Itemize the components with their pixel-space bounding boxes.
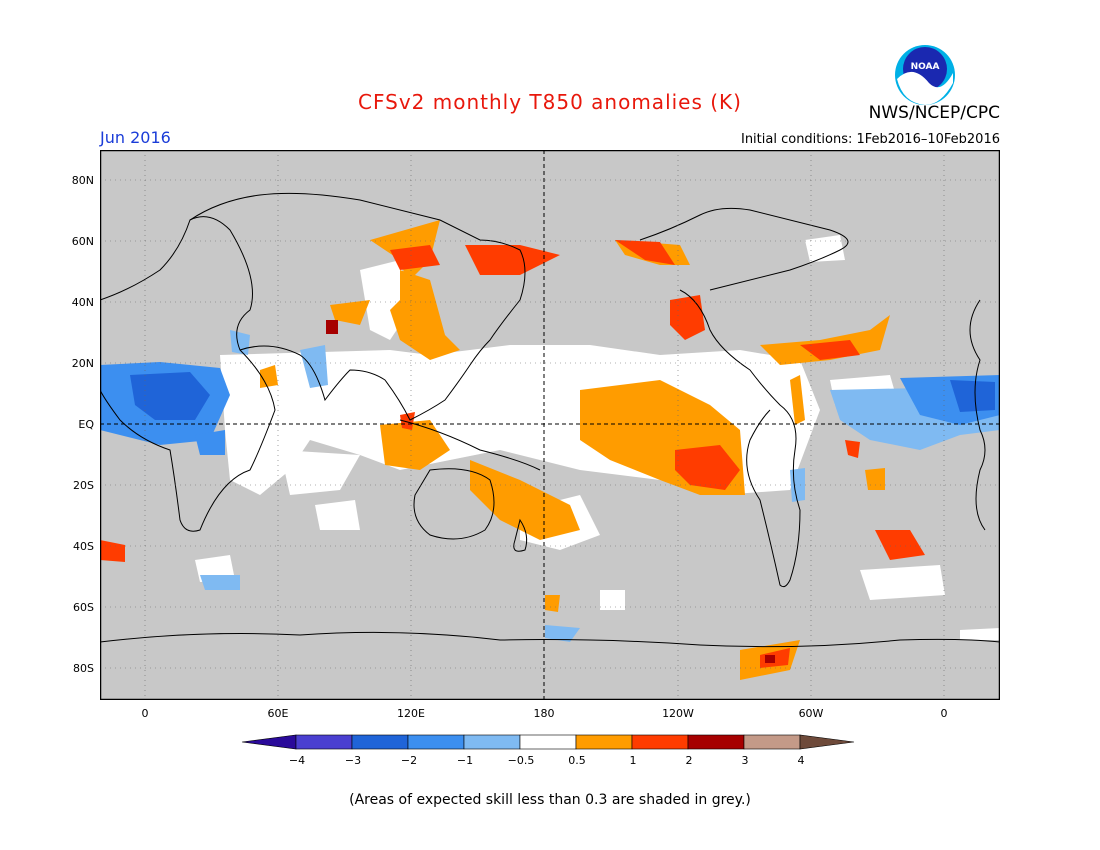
- lat-label: 60N: [71, 235, 94, 248]
- colorbar-label: 1: [629, 754, 637, 767]
- colorbar-cell: [687, 734, 745, 750]
- colorbar-label: 2: [685, 754, 693, 767]
- lat-label: 20S: [73, 479, 94, 492]
- initial-conditions: Initial conditions: 1Feb2016–10Feb2016: [740, 132, 1000, 147]
- map-frame: [100, 150, 1000, 700]
- colorbar-low-triangle: [241, 734, 297, 750]
- lon-label: 120E: [397, 707, 425, 720]
- anomaly-map: [100, 150, 1000, 700]
- colorbar-label: −4: [288, 754, 306, 767]
- colorbar-cell: [575, 734, 633, 750]
- colorbar-label: 0.5: [568, 754, 586, 767]
- colorbar: [241, 734, 855, 750]
- colorbar-cell: [463, 734, 521, 750]
- lon-label: 0: [141, 707, 149, 720]
- colorbar-cell: [351, 734, 409, 750]
- graticule: [100, 150, 1000, 700]
- svg-text:NOAA: NOAA: [911, 62, 940, 72]
- lat-label: 80S: [73, 662, 94, 675]
- colorbar-label: −1: [456, 754, 474, 767]
- forecast-month: Jun 2016: [100, 128, 171, 147]
- colorbar-label: −0.5: [507, 754, 535, 767]
- colorbar-cell: [407, 734, 465, 750]
- colorbar-cell: [631, 734, 689, 750]
- lon-label: 0: [940, 707, 948, 720]
- map-title: CFSv2 monthly T850 anomalies (K): [358, 90, 742, 114]
- coastlines: [100, 192, 1000, 648]
- lon-label: 60E: [267, 707, 289, 720]
- lat-label: 60S: [73, 601, 94, 614]
- colorbar-cell: [743, 734, 801, 750]
- lon-label: 180: [533, 707, 555, 720]
- very-strong-positive-anomaly-regions: [326, 320, 775, 663]
- lat-label: 40S: [73, 540, 94, 553]
- lon-label: 60W: [798, 707, 824, 720]
- colorbar-label: 4: [797, 754, 805, 767]
- colorbar-cell: [295, 734, 353, 750]
- colorbar-label: −3: [344, 754, 362, 767]
- lat-label: 80N: [71, 174, 94, 187]
- colorbar-label: 3: [741, 754, 749, 767]
- colorbar-cell: [519, 734, 577, 750]
- strong-positive-anomaly-regions: [100, 240, 925, 668]
- lat-label: 20N: [71, 357, 94, 370]
- colorbar-high-triangle: [799, 734, 855, 750]
- noaa-logo-icon: NOAA: [895, 45, 955, 105]
- footnote: (Areas of expected skill less than 0.3 a…: [349, 792, 751, 808]
- agency-label: NWS/NCEP/CPC: [868, 103, 1000, 123]
- lon-label: 120W: [662, 707, 694, 720]
- colorbar-label: −2: [400, 754, 418, 767]
- negative-anomaly-regions: [100, 330, 1000, 642]
- lat-label: EQ: [78, 418, 94, 431]
- lat-label: 40N: [71, 296, 94, 309]
